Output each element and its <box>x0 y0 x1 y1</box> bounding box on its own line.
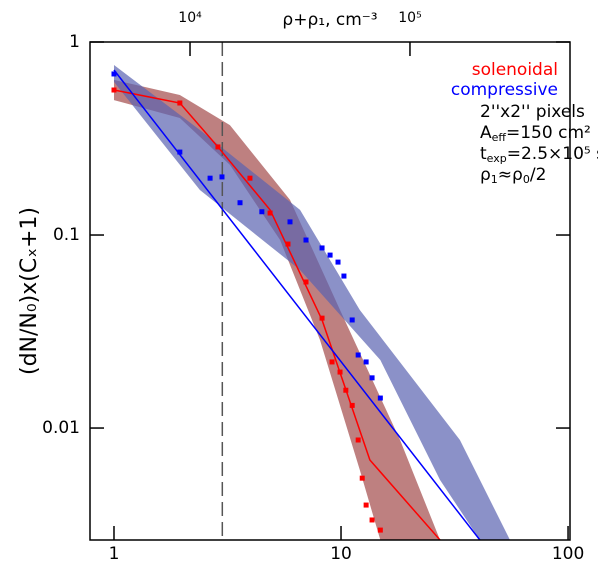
data-point <box>237 200 243 206</box>
data-point <box>363 502 369 508</box>
data-point <box>337 369 343 375</box>
data-point <box>111 71 117 77</box>
y-tick-label: 0.01 <box>42 418 80 438</box>
legend-entry: solenoidal <box>472 60 558 80</box>
data-point <box>303 237 309 243</box>
data-point <box>177 100 183 106</box>
data-point <box>303 279 309 285</box>
annotation-part: ≈ρ <box>498 165 523 185</box>
x2-tick-label: 10⁴ <box>178 10 202 26</box>
data-point <box>207 175 213 181</box>
annotation-part: =2.5×10⁵ s <box>507 144 598 164</box>
legend-entry: compressive <box>451 80 558 100</box>
annotation-part: 2''x2'' pixels <box>480 102 585 122</box>
annotation-part: ρ <box>480 165 491 185</box>
data-point <box>319 315 325 321</box>
plot-frame <box>89 41 571 541</box>
data-point <box>259 209 265 215</box>
data-point <box>343 387 349 393</box>
data-point <box>363 359 369 365</box>
x2-tick-label: 10⁵ <box>398 10 421 26</box>
data-point <box>219 174 225 180</box>
annotation-part: 1 <box>491 173 498 186</box>
data-point <box>287 219 293 225</box>
annotation-part: exp <box>487 152 507 165</box>
data-point <box>349 402 355 408</box>
annotation-part: A <box>480 123 492 143</box>
x2-axis-label: ρ+ρ₁, cm⁻³ <box>282 10 377 30</box>
data-point <box>369 375 375 381</box>
data-point <box>247 175 253 181</box>
data-point <box>267 210 273 216</box>
data-point <box>111 87 117 93</box>
annotation: Aeff=150 cm² <box>480 123 591 144</box>
data-point <box>329 359 335 365</box>
data-point <box>359 475 365 481</box>
data-point <box>341 273 347 279</box>
data-point <box>349 317 355 323</box>
x-tick-label: 100 <box>552 544 584 564</box>
data-point <box>355 437 361 443</box>
fit-line <box>113 69 481 540</box>
confidence-band <box>113 65 510 540</box>
data-point <box>215 144 221 150</box>
confidence-band <box>113 79 441 540</box>
data-point <box>327 252 333 258</box>
plot-area <box>111 42 510 540</box>
annotation-part: t <box>480 144 487 164</box>
annotation: 2''x2'' pixels <box>480 102 585 122</box>
y-axis-label: (dN/N₀)x(Cₓ+1) <box>17 207 42 375</box>
data-point <box>377 527 383 533</box>
annotation: texp=2.5×10⁵ s <box>480 144 598 165</box>
data-point <box>319 245 325 251</box>
annotation-part: 0 <box>523 173 530 186</box>
annotation-part: =150 cm² <box>506 123 591 143</box>
data-point <box>177 149 183 155</box>
data-point <box>377 395 383 401</box>
y-tick-label: 0.1 <box>53 225 80 245</box>
y-tick-label: 1 <box>69 32 80 52</box>
annotation-part: /2 <box>530 165 547 185</box>
x-tick-label: 10 <box>330 544 352 564</box>
data-point <box>285 241 291 247</box>
data-point <box>335 259 341 265</box>
x-tick-label: 1 <box>109 544 120 564</box>
annotation: ρ1≈ρ0/2 <box>480 165 546 186</box>
annotation-part: eff <box>492 131 507 144</box>
data-point <box>355 352 361 358</box>
data-point <box>369 517 375 523</box>
